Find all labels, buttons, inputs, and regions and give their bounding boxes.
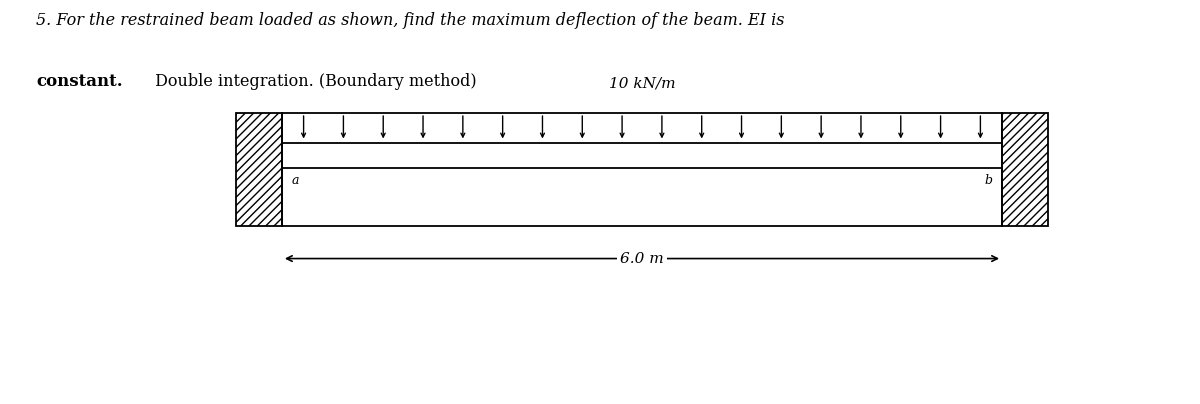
Text: 5. For the restrained beam loaded as shown, find the maximum deflection of the b: 5. For the restrained beam loaded as sho… [36, 12, 785, 29]
Text: 6.0 m: 6.0 m [620, 252, 664, 265]
Text: 10 kN/m: 10 kN/m [608, 77, 676, 91]
Bar [236, 113, 282, 226]
Text: a: a [292, 174, 299, 187]
Text: b: b [984, 174, 992, 187]
Text: Double integration. (Boundary method): Double integration. (Boundary method) [150, 73, 476, 90]
Text: constant.: constant. [36, 73, 122, 90]
Bar [1002, 113, 1048, 226]
